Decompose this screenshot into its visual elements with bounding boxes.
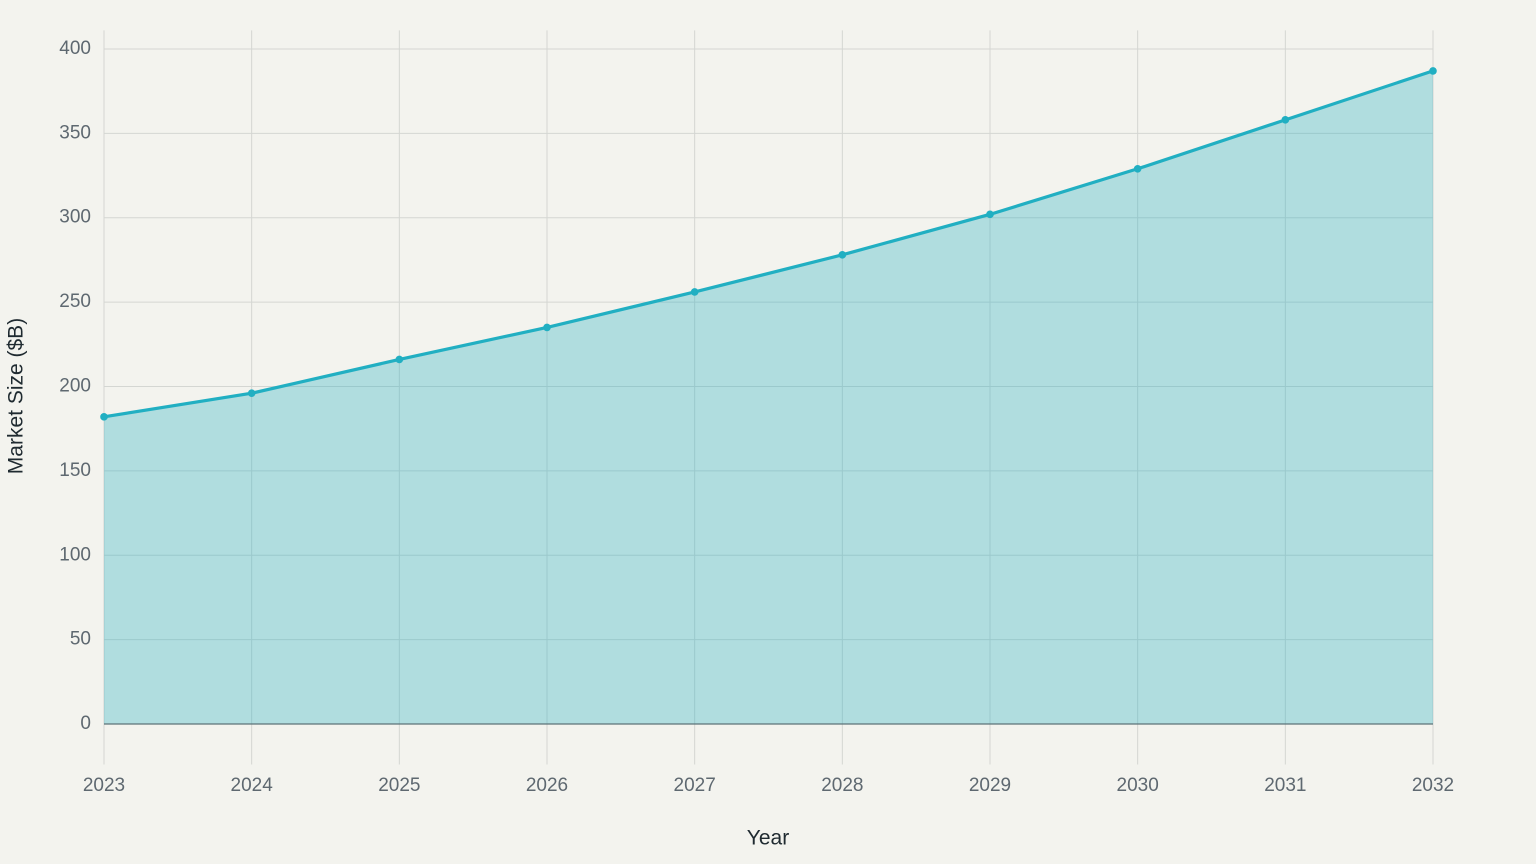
y-tick-label: 400 <box>59 38 91 59</box>
x-tick-label: 2026 <box>526 775 568 796</box>
point <box>247 389 256 398</box>
x-tick-label: 2028 <box>821 775 863 796</box>
y-tick-label: 0 <box>80 713 91 734</box>
x-tick-label: 2024 <box>231 775 274 796</box>
point <box>986 210 994 219</box>
x-tick-label: 2030 <box>1117 775 1159 796</box>
point <box>543 323 551 332</box>
y-tick-label: 200 <box>59 375 91 396</box>
y-axis-title: Market Size ($B) <box>5 318 28 474</box>
point <box>100 413 108 421</box>
x-tick-label: 2031 <box>1264 775 1306 796</box>
y-tick-label: 50 <box>70 629 91 650</box>
x-tick-label: 2025 <box>378 775 420 796</box>
line <box>103 69 1434 419</box>
y-tick-label: 100 <box>59 544 91 565</box>
x-tick-label: 2023 <box>83 775 125 796</box>
area <box>104 70 1433 724</box>
x-tick-label: 2027 <box>674 775 716 796</box>
x-tick-label: 2032 <box>1412 775 1454 796</box>
y-tick-label: 350 <box>59 122 91 143</box>
point <box>1281 116 1290 124</box>
point <box>690 288 699 296</box>
y-tick-label: 300 <box>59 207 91 228</box>
point <box>838 251 847 259</box>
point <box>1429 67 1437 75</box>
point <box>1133 164 1142 173</box>
point <box>395 355 404 364</box>
y-tick-label: 250 <box>59 291 91 312</box>
x-axis-title: Year <box>747 827 789 850</box>
y-tick-label: 150 <box>59 460 91 481</box>
x-tick-label: 2029 <box>969 775 1011 796</box>
